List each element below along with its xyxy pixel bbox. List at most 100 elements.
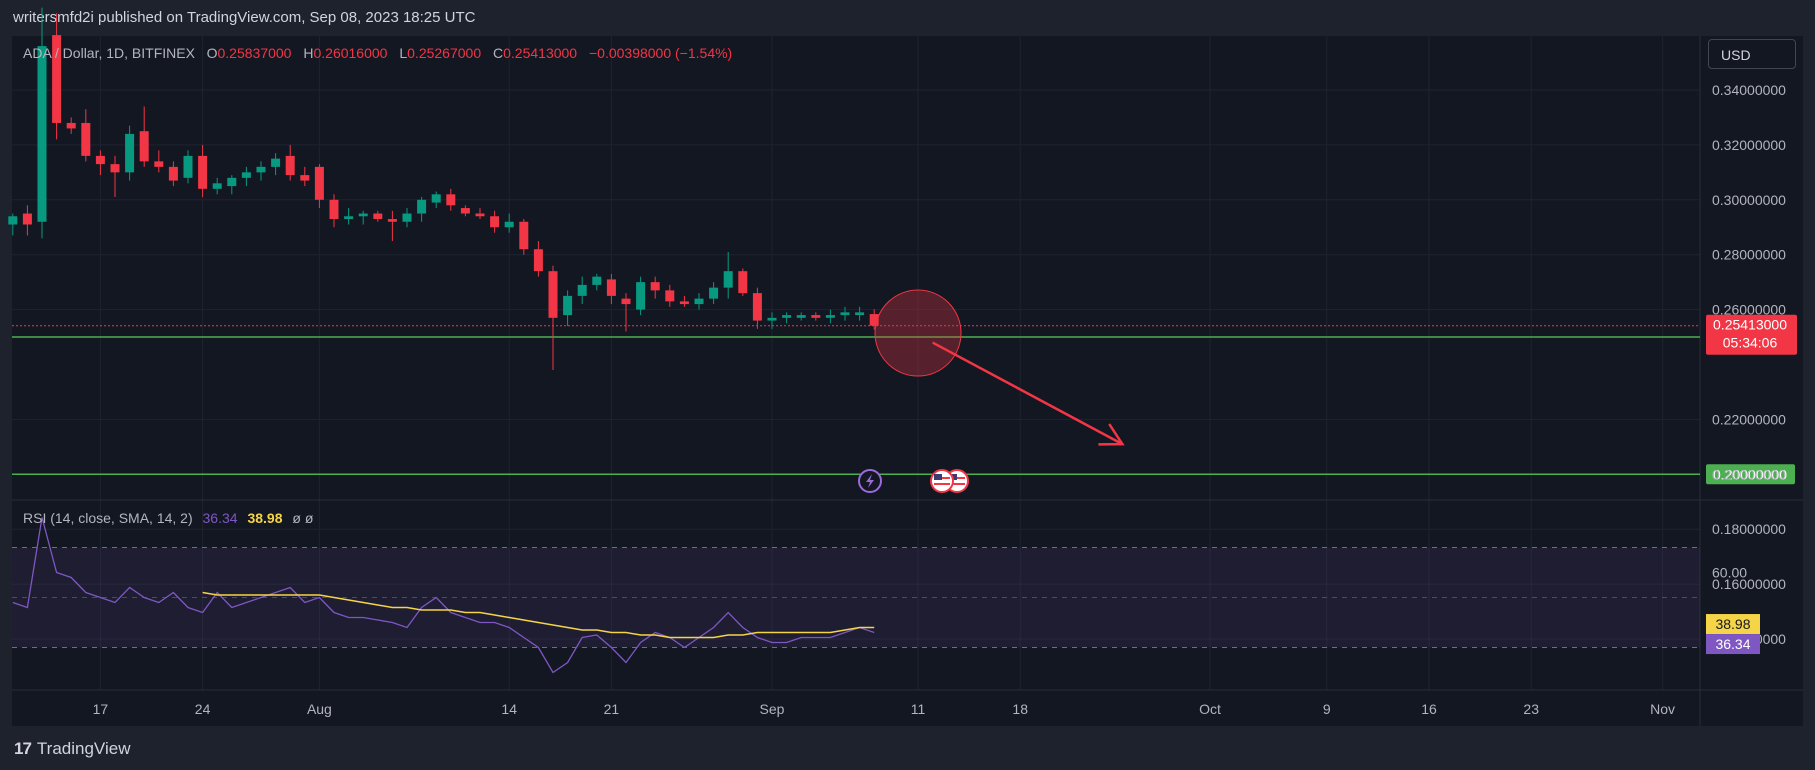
price-tick-label: 0.28000000 — [1712, 247, 1786, 263]
price-tick-label: 0.20000000 — [1712, 466, 1786, 482]
time-tick-label: 16 — [1421, 701, 1437, 717]
candle-body — [855, 312, 865, 316]
candle-body — [592, 276, 602, 285]
rsi-axis-label: 36.34 — [1715, 636, 1750, 652]
last-price-label-bg — [1706, 314, 1797, 355]
candle-body — [329, 199, 339, 220]
candle-body — [81, 122, 91, 156]
bottom-bar — [0, 727, 1815, 770]
candle-body — [504, 221, 514, 228]
candle-body — [782, 315, 792, 318]
candle-body — [417, 199, 427, 214]
candle-body — [183, 155, 193, 178]
price-tick-label: 0.30000000 — [1712, 192, 1786, 208]
time-tick-label: 9 — [1323, 701, 1331, 717]
candle-body — [563, 295, 573, 316]
candle-body — [577, 284, 587, 296]
annotation-arrow-head — [1098, 423, 1125, 446]
candle-body — [8, 216, 18, 225]
candle-body — [110, 164, 120, 173]
candle-body — [154, 161, 164, 167]
rsi-tick-label: 60.00 — [1712, 565, 1747, 581]
candle-body — [358, 213, 368, 217]
lightning-icon-bolt — [866, 474, 874, 488]
top-bar: writersmfd2i published on TradingView.co… — [0, 0, 1815, 36]
rsi-sma-line — [202, 591, 875, 639]
candle-body — [840, 312, 850, 316]
symbol-title: ADA / Dollar, 1D, BITFINEX — [23, 45, 195, 61]
candle-body — [679, 301, 689, 305]
time-tick-label: 11 — [911, 701, 926, 717]
candle-body — [431, 194, 441, 203]
candle-body — [665, 290, 675, 302]
symbol-legend: ADA / Dollar, 1D, BITFINEX O0.25837000 H… — [23, 45, 740, 61]
candle-body — [241, 172, 251, 178]
price-tick-label: 0.16000000 — [1712, 576, 1786, 592]
candle-body — [227, 177, 237, 187]
rsi-sma-axis-label: 38.98 — [1715, 616, 1750, 632]
candle-body — [387, 219, 397, 222]
candle-body — [95, 155, 105, 165]
rsi-value: 36.34 — [202, 510, 238, 526]
change-value: −0.00398000 (−1.54%) — [588, 45, 733, 61]
candle-body — [548, 271, 558, 318]
candle-body — [636, 282, 646, 310]
candle-body — [490, 216, 500, 228]
rsi-sma-label-bg — [1706, 614, 1760, 635]
last-price-countdown: 05:34:06 — [1723, 335, 1778, 351]
candle-body — [738, 271, 748, 294]
price-tick-label: 0.22000000 — [1712, 411, 1786, 427]
candle-body — [723, 271, 733, 288]
candle-body — [139, 131, 149, 162]
candle-body — [811, 315, 821, 318]
candle-body — [22, 213, 32, 225]
tradingview-brand[interactable]: 17 TradingView — [14, 739, 130, 759]
candle-body — [767, 317, 777, 321]
candle-body — [709, 287, 719, 299]
candle-body — [402, 213, 412, 222]
candle-body — [212, 183, 222, 189]
candle-body — [460, 208, 470, 214]
candle-body — [168, 166, 178, 181]
high-label: H — [303, 45, 314, 61]
candle-body — [66, 122, 76, 129]
open-label: O — [206, 45, 218, 61]
candle-body — [285, 155, 295, 176]
rsi-sma-value: 38.98 — [247, 510, 283, 526]
publisher-info: writersmfd2i published on TradingView.co… — [13, 9, 476, 26]
time-tick-label: 24 — [195, 701, 211, 717]
time-tick-label: 18 — [1012, 701, 1028, 717]
currency-button[interactable]: USD — [1708, 39, 1796, 69]
price-tick-label: 0.34000000 — [1712, 82, 1786, 98]
time-tick-label: 23 — [1523, 701, 1539, 717]
rsi-label-bg — [1706, 634, 1760, 655]
candle-body — [52, 35, 62, 123]
candle-body — [271, 158, 281, 167]
low-label: L — [399, 45, 408, 61]
candle-body — [125, 133, 135, 173]
candle-body — [446, 194, 456, 206]
support-price-label: 0.20000000 — [1713, 466, 1787, 482]
chart-frame[interactable] — [12, 36, 1803, 726]
candle-body — [752, 293, 762, 321]
candle-body — [373, 213, 383, 220]
candle-body — [37, 46, 47, 222]
candle-body — [694, 298, 704, 305]
rsi-extra: ø ø — [292, 510, 314, 526]
candle-body — [533, 249, 543, 272]
rsi-line — [12, 517, 875, 674]
candle-body — [650, 282, 660, 291]
time-tick-label: Nov — [1650, 701, 1675, 717]
candle-body — [606, 279, 616, 296]
high-value: 0.26016000 — [313, 45, 388, 61]
candle-body — [621, 298, 631, 305]
rsi-legend: RSI (14, close, SMA, 14, 2) 36.34 38.98 … — [23, 510, 313, 526]
time-tick-label: 14 — [501, 701, 517, 717]
close-value: 0.25413000 — [503, 45, 578, 61]
time-tick-label: Oct — [1199, 701, 1221, 717]
candle-body — [344, 216, 354, 220]
annotation-circle — [874, 289, 962, 377]
candle-body — [198, 155, 208, 189]
candle-body — [869, 314, 879, 326]
